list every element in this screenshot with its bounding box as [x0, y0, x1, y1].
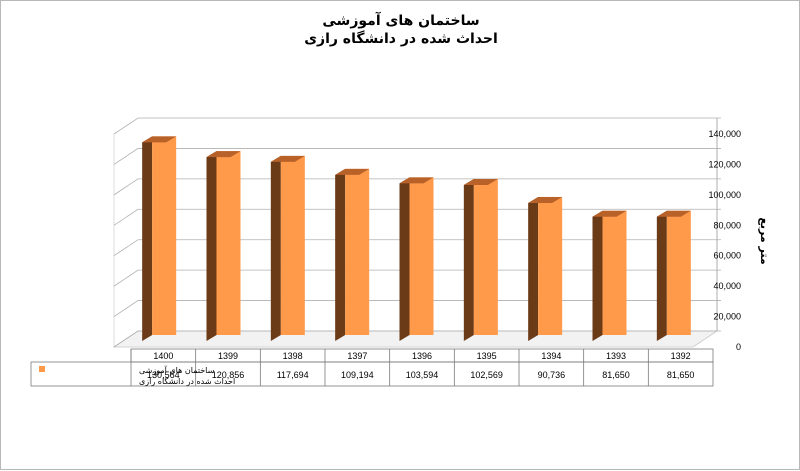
bar-front — [666, 210, 691, 335]
bar-front — [602, 210, 627, 335]
x-tick-label: 1394 — [541, 351, 561, 361]
bar — [463, 178, 498, 341]
y-tick-label: 80,000 — [713, 220, 741, 230]
bar-side — [142, 136, 153, 341]
chart-title-line-1: ساختمان های آموزشی — [322, 11, 479, 29]
bar-top — [270, 155, 305, 162]
y-tick-label: 140,000 — [708, 129, 741, 139]
y-tick-label: 100,000 — [708, 190, 741, 200]
data-label: 117,694 — [277, 370, 309, 380]
gridline — [113, 148, 721, 165]
bar-side — [206, 151, 217, 341]
data-label: 130,564 — [147, 370, 180, 380]
x-tick-label: 1397 — [347, 351, 367, 361]
x-tick-label: 1400 — [153, 351, 173, 361]
bar-side — [528, 196, 539, 341]
bar-front — [345, 168, 370, 335]
y-axis-label: متر مربع — [758, 217, 771, 264]
bar-top — [142, 136, 177, 143]
legend: ساختمان های آموزشی احداث شده در دانشگاه … — [39, 365, 235, 386]
bar-top — [528, 196, 563, 203]
legend-label-line-2: احداث شده در دانشگاه رازی — [139, 376, 235, 386]
bar-side — [270, 155, 281, 341]
table-value-row — [30, 361, 714, 387]
y-tick-label: 120,000 — [708, 159, 741, 169]
gridline — [113, 117, 721, 135]
chart-title: ساختمان های آموزشی احداث شده در دانشگاه … — [304, 11, 498, 47]
bar — [335, 168, 370, 341]
bar — [399, 177, 434, 341]
y-axis: 0 20,000 40,000 60,000 80,000 100,000 120,000 1… — [708, 129, 741, 352]
bar-side — [335, 168, 346, 341]
bar-side — [656, 210, 667, 341]
bar — [528, 196, 563, 341]
bar — [206, 151, 241, 341]
bar-top — [656, 210, 691, 217]
y-tick-label: 0 — [736, 342, 741, 352]
bar-top — [592, 210, 627, 217]
x-tick-label: 1393 — [606, 351, 626, 361]
x-tick-label: 1395 — [477, 351, 497, 361]
bars — [142, 136, 691, 341]
chart-title-line-2: احداث شده در دانشگاه رازی — [304, 30, 498, 47]
data-label: 120,856 — [212, 370, 245, 380]
bar — [142, 136, 177, 341]
x-tick-label: 1398 — [283, 351, 303, 361]
bar-top — [335, 168, 370, 175]
data-label: 81,650 — [602, 370, 630, 380]
legend-swatch — [39, 366, 45, 372]
bar-front — [216, 151, 241, 335]
bar-side — [592, 210, 603, 341]
bar-side — [463, 178, 474, 341]
bar — [592, 210, 627, 341]
bar-front — [280, 155, 305, 335]
bar-top — [206, 151, 241, 158]
bar-front — [538, 196, 563, 335]
y-tick-label: 40,000 — [713, 281, 741, 291]
data-label: 103,594 — [406, 370, 439, 380]
bar-front — [473, 178, 498, 335]
data-label: 90,736 — [538, 370, 566, 380]
bar-front — [409, 177, 434, 335]
data-label: 102,569 — [470, 370, 503, 380]
x-tick-label: 1392 — [671, 351, 691, 361]
y-tick-label: 20,000 — [713, 312, 741, 322]
bar-front — [152, 136, 177, 335]
y-tick-label: 60,000 — [713, 251, 741, 261]
bar-side — [399, 177, 410, 341]
bar-top — [463, 178, 498, 185]
data-table: 1400 130,564 1399 120,856 1398 117,694 1397 109… — [30, 348, 714, 387]
x-tick-label: 1396 — [412, 351, 432, 361]
data-label: 109,194 — [341, 370, 374, 380]
bar-top — [399, 177, 434, 184]
legend-label-line-1: ساختمان های آموزشی — [139, 365, 215, 375]
data-label: 81,650 — [667, 370, 695, 380]
bar — [270, 155, 305, 341]
x-tick-label: 1399 — [218, 351, 238, 361]
bar — [656, 210, 691, 341]
